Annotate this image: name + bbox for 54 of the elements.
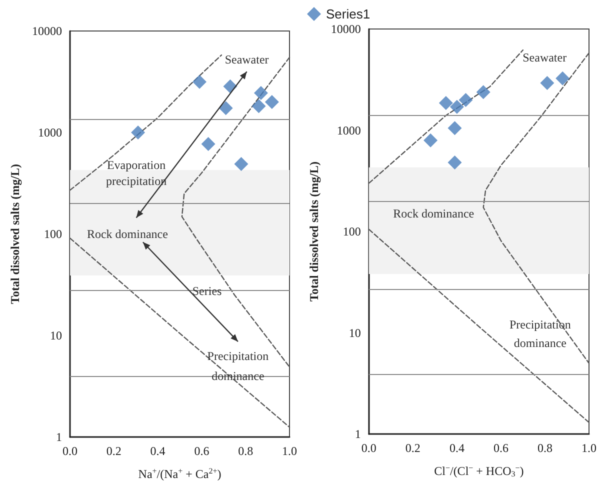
x-tick-label: 1.0 bbox=[582, 441, 596, 455]
x-tick-label: 0.2 bbox=[405, 441, 420, 455]
line-series bbox=[482, 52, 590, 364]
y-tick-label: 10000 bbox=[330, 22, 361, 36]
point bbox=[438, 96, 453, 110]
point bbox=[264, 94, 279, 109]
point bbox=[201, 137, 216, 152]
y-tick-label: 10 bbox=[50, 328, 62, 342]
point bbox=[252, 99, 266, 114]
y-axis-title: Total dissolved salts (mg/L) bbox=[307, 162, 321, 302]
y-tick-label: 1 bbox=[56, 430, 62, 444]
y-tick-label: 10 bbox=[348, 326, 361, 340]
y-tick-label: 100 bbox=[44, 227, 62, 241]
y-axis-title: Total dissolved salts (mg/L) bbox=[8, 164, 22, 304]
point bbox=[556, 71, 570, 86]
y-tick-label: 1 bbox=[354, 427, 361, 441]
annotation: Seawater bbox=[224, 52, 269, 66]
annotation: Precipitation bbox=[509, 318, 571, 332]
x-tick-label: 0.0 bbox=[361, 441, 376, 455]
x-tick-label: 0.8 bbox=[537, 441, 552, 455]
y-tick-label: 1000 bbox=[336, 123, 361, 138]
point bbox=[192, 74, 207, 89]
y-tick-label: 10000 bbox=[32, 24, 62, 38]
y-tick-label: 100 bbox=[342, 224, 361, 238]
point bbox=[476, 85, 490, 100]
annotation: Evaporation bbox=[106, 158, 166, 172]
x-tick-label: 0.6 bbox=[194, 444, 210, 458]
legend-label: Series1 bbox=[326, 6, 370, 22]
point bbox=[254, 86, 268, 100]
x-tick-label: 0.0 bbox=[62, 444, 78, 458]
x-tick-label: 0.8 bbox=[238, 444, 254, 458]
x-tick-label: 1.0 bbox=[282, 444, 297, 458]
point bbox=[450, 100, 464, 114]
x-tick-label: 0.2 bbox=[106, 444, 122, 458]
line-series bbox=[69, 54, 222, 191]
x-tick-label: 0.4 bbox=[150, 444, 166, 458]
point bbox=[131, 126, 146, 140]
annotation: Precipitation bbox=[207, 348, 269, 363]
y-tick-label: 1000 bbox=[38, 126, 62, 140]
point bbox=[234, 156, 248, 171]
line-series bbox=[368, 49, 524, 184]
annotation: Rock dominance bbox=[393, 206, 474, 220]
annotation: Rock dominance bbox=[86, 227, 168, 241]
point bbox=[458, 92, 473, 107]
line-series bbox=[181, 56, 290, 368]
point bbox=[448, 156, 462, 170]
annotation: dominance bbox=[514, 336, 566, 350]
point bbox=[448, 121, 462, 136]
point bbox=[424, 133, 438, 148]
point bbox=[540, 76, 554, 90]
annotation: Seawater bbox=[522, 50, 567, 64]
x-tick-label: 0.4 bbox=[449, 441, 464, 455]
point bbox=[218, 101, 233, 116]
x-tick-label: 0.6 bbox=[493, 441, 508, 455]
